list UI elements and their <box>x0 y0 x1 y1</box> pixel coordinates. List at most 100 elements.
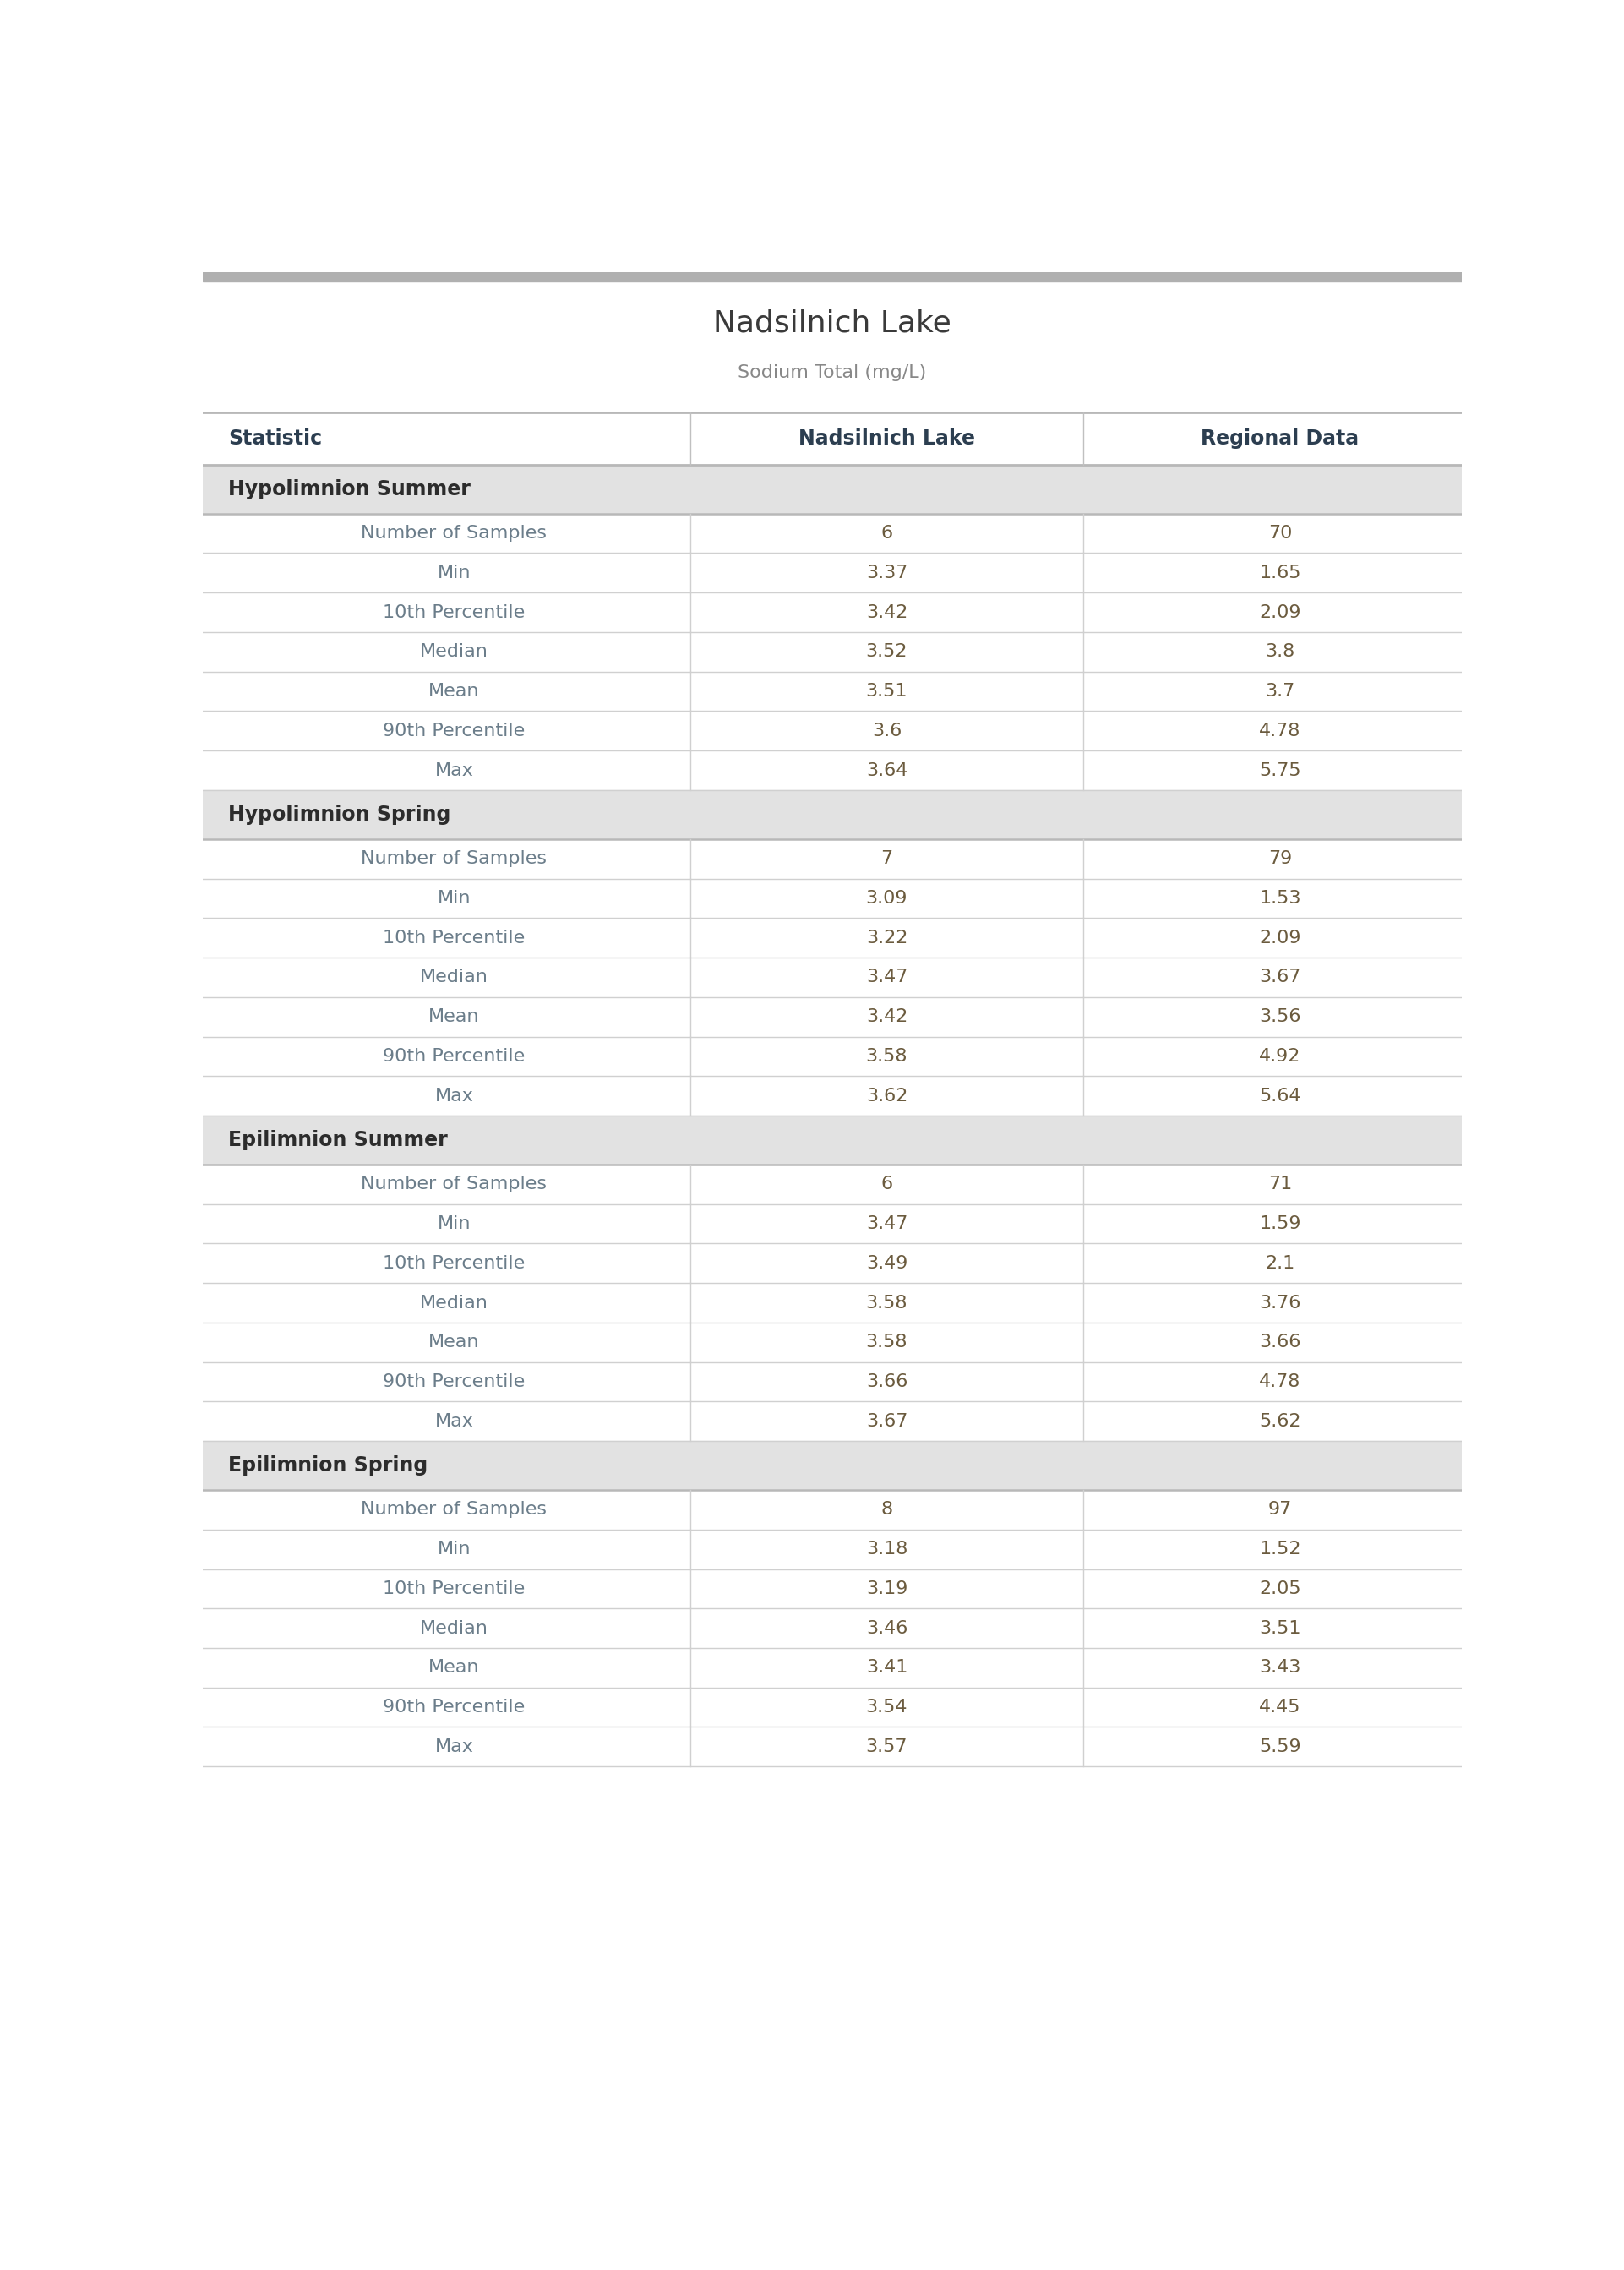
Bar <box>203 958 1462 997</box>
Text: 1.59: 1.59 <box>1259 1214 1301 1233</box>
Bar <box>203 1401 1462 1441</box>
Text: Epilimnion Spring: Epilimnion Spring <box>227 1455 427 1476</box>
Text: Mean: Mean <box>429 1335 479 1351</box>
Text: Mean: Mean <box>429 1008 479 1026</box>
Text: 3.49: 3.49 <box>866 1255 908 1271</box>
Text: Number of Samples: Number of Samples <box>361 1500 547 1519</box>
Bar <box>203 917 1462 958</box>
Bar <box>203 465 1462 513</box>
Text: 90th Percentile: 90th Percentile <box>383 722 525 740</box>
Bar <box>203 1727 1462 1766</box>
Bar <box>203 631 1462 672</box>
Text: Max: Max <box>435 1739 474 1755</box>
Text: 3.42: 3.42 <box>866 604 908 620</box>
Bar <box>203 1165 1462 1203</box>
Bar <box>203 413 1462 465</box>
Text: 4.45: 4.45 <box>1259 1698 1301 1716</box>
Text: 3.37: 3.37 <box>866 565 908 581</box>
Text: Min: Min <box>437 1541 471 1557</box>
Bar <box>203 1037 1462 1076</box>
Text: 10th Percentile: 10th Percentile <box>383 928 525 947</box>
Text: 4.78: 4.78 <box>1259 722 1301 740</box>
Text: 3.18: 3.18 <box>866 1541 908 1557</box>
Text: Median: Median <box>421 969 489 985</box>
Bar <box>203 997 1462 1037</box>
Text: 70: 70 <box>1268 524 1293 543</box>
Bar <box>203 1648 1462 1687</box>
Text: 3.67: 3.67 <box>866 1412 908 1430</box>
Bar <box>203 272 1462 281</box>
Text: 7: 7 <box>880 851 893 867</box>
Text: 3.54: 3.54 <box>866 1698 908 1716</box>
Bar <box>203 1203 1462 1244</box>
Text: 3.47: 3.47 <box>866 1214 908 1233</box>
Text: Max: Max <box>435 763 474 779</box>
Bar <box>203 1115 1462 1165</box>
Text: 3.76: 3.76 <box>1259 1294 1301 1312</box>
Text: 3.51: 3.51 <box>1259 1621 1301 1637</box>
Text: Regional Data: Regional Data <box>1202 429 1359 449</box>
Text: Number of Samples: Number of Samples <box>361 524 547 543</box>
Text: 4.92: 4.92 <box>1259 1049 1301 1065</box>
Bar <box>203 672 1462 711</box>
Text: 1.53: 1.53 <box>1259 890 1301 906</box>
Text: 3.58: 3.58 <box>866 1335 908 1351</box>
Bar <box>203 1530 1462 1569</box>
Text: 71: 71 <box>1268 1176 1293 1192</box>
Text: Nadsilnich Lake: Nadsilnich Lake <box>713 309 952 338</box>
Text: Hypolimnion Spring: Hypolimnion Spring <box>227 804 451 824</box>
Text: 3.56: 3.56 <box>1259 1008 1301 1026</box>
Text: Hypolimnion Summer: Hypolimnion Summer <box>227 479 471 499</box>
Text: Median: Median <box>421 1294 489 1312</box>
Bar <box>203 1283 1462 1323</box>
Text: 2.1: 2.1 <box>1265 1255 1294 1271</box>
Bar <box>203 1362 1462 1401</box>
Bar <box>203 513 1462 554</box>
Text: 90th Percentile: 90th Percentile <box>383 1049 525 1065</box>
Text: Sodium Total (mg/L): Sodium Total (mg/L) <box>737 365 927 381</box>
Text: 3.46: 3.46 <box>866 1621 908 1637</box>
Text: 79: 79 <box>1268 851 1293 867</box>
Text: Number of Samples: Number of Samples <box>361 1176 547 1192</box>
Text: 3.6: 3.6 <box>872 722 901 740</box>
Text: 3.41: 3.41 <box>866 1659 908 1675</box>
Text: Mean: Mean <box>429 683 479 699</box>
Bar <box>203 1441 1462 1489</box>
Text: 3.66: 3.66 <box>1259 1335 1301 1351</box>
Text: 3.67: 3.67 <box>1259 969 1301 985</box>
Text: 3.57: 3.57 <box>866 1739 908 1755</box>
Text: 2.09: 2.09 <box>1259 928 1301 947</box>
Text: Min: Min <box>437 1214 471 1233</box>
Text: 2.05: 2.05 <box>1259 1580 1301 1598</box>
Text: 3.64: 3.64 <box>866 763 908 779</box>
Text: 8: 8 <box>880 1500 893 1519</box>
Text: 3.43: 3.43 <box>1259 1659 1301 1675</box>
Text: 10th Percentile: 10th Percentile <box>383 604 525 620</box>
Text: 3.19: 3.19 <box>866 1580 908 1598</box>
Bar <box>203 1244 1462 1283</box>
Text: 10th Percentile: 10th Percentile <box>383 1255 525 1271</box>
Text: 3.66: 3.66 <box>866 1373 908 1389</box>
Text: 4.78: 4.78 <box>1259 1373 1301 1389</box>
Bar <box>203 751 1462 790</box>
Text: 90th Percentile: 90th Percentile <box>383 1373 525 1389</box>
Text: Epilimnion Summer: Epilimnion Summer <box>227 1130 448 1151</box>
Text: 3.8: 3.8 <box>1265 642 1294 661</box>
Text: 5.62: 5.62 <box>1259 1412 1301 1430</box>
Bar <box>203 790 1462 840</box>
Bar <box>203 1609 1462 1648</box>
Bar <box>203 1323 1462 1362</box>
Text: 5.75: 5.75 <box>1259 763 1301 779</box>
Text: 3.51: 3.51 <box>866 683 908 699</box>
Text: 90th Percentile: 90th Percentile <box>383 1698 525 1716</box>
Text: Nadsilnich Lake: Nadsilnich Lake <box>799 429 974 449</box>
Text: Max: Max <box>435 1412 474 1430</box>
Text: 3.58: 3.58 <box>866 1049 908 1065</box>
Text: 3.52: 3.52 <box>866 642 908 661</box>
Text: 10th Percentile: 10th Percentile <box>383 1580 525 1598</box>
Text: Median: Median <box>421 1621 489 1637</box>
Bar <box>203 711 1462 751</box>
Bar <box>203 1076 1462 1115</box>
Text: Min: Min <box>437 890 471 906</box>
Text: 3.09: 3.09 <box>866 890 908 906</box>
